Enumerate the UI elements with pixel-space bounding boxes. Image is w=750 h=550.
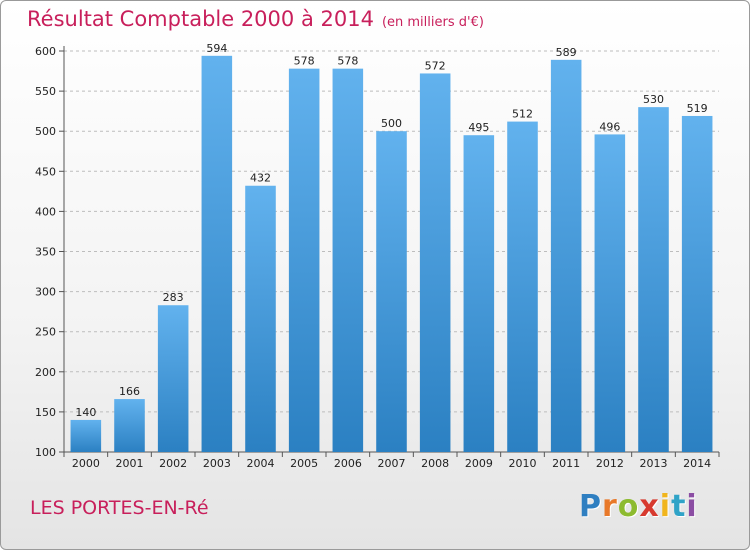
x-tick-label-2011: 2011 — [552, 457, 580, 470]
data-label-2009: 495 — [468, 121, 489, 134]
x-tick-label-2009: 2009 — [465, 457, 493, 470]
x-tick-label-2007: 2007 — [378, 457, 406, 470]
y-tick-label: 400 — [35, 205, 56, 218]
x-tick-label-2002: 2002 — [159, 457, 187, 470]
x-tick-label-2010: 2010 — [509, 457, 537, 470]
bars — [70, 55, 713, 453]
y-tick-label: 350 — [35, 246, 56, 259]
bar-2014 — [681, 115, 713, 452]
y-tick-label: 500 — [35, 125, 56, 138]
data-label-2003: 594 — [206, 42, 227, 55]
data-label-2004: 432 — [250, 172, 271, 185]
logo-letter: t — [671, 489, 687, 524]
data-label-2001: 166 — [119, 385, 140, 398]
chart-title: Résultat Comptable 2000 à 2014 (en millie… — [27, 7, 484, 31]
y-tick-label: 200 — [35, 366, 56, 379]
bar-2009 — [463, 135, 495, 452]
bar-2013 — [638, 107, 669, 452]
bar-2005 — [288, 68, 320, 453]
bar-2000 — [70, 419, 102, 452]
bar-2012 — [594, 134, 626, 452]
logo-letter: i — [686, 489, 698, 524]
x-tick-label-2004: 2004 — [247, 457, 275, 470]
chart-title-text: Résultat Comptable 2000 à 2014 — [27, 7, 374, 31]
bar-2007 — [376, 131, 407, 452]
proxiti-logo: Proxiti — [579, 489, 698, 524]
chart-subtitle: (en milliers d'€) — [381, 15, 484, 30]
x-tick-label-2014: 2014 — [683, 457, 711, 470]
y-tick-label: 250 — [35, 326, 56, 339]
x-tick-label-2000: 2000 — [72, 457, 100, 470]
x-tick-label-2013: 2013 — [640, 457, 668, 470]
bar-2010 — [507, 121, 538, 453]
logo-letter: r — [602, 489, 618, 524]
data-label-2014: 519 — [687, 102, 708, 115]
data-label-2005: 578 — [294, 55, 315, 68]
data-label-2013: 530 — [643, 93, 664, 106]
bar-2001 — [114, 399, 145, 452]
x-tick-label-2003: 2003 — [203, 457, 231, 470]
data-labels: 140 166 283 594 432 578 578 500 572 495 512 589 496 5… — [75, 42, 707, 419]
x-tick-label-2012: 2012 — [596, 457, 624, 470]
data-label-2012: 496 — [599, 120, 620, 133]
logo-letter: P — [579, 489, 602, 524]
data-label-2008: 572 — [425, 59, 446, 72]
y-tick-label: 100 — [35, 446, 56, 459]
bar-2002 — [157, 305, 189, 452]
bar-2006 — [332, 68, 364, 453]
x-tick-label-2001: 2001 — [116, 457, 144, 470]
data-label-2002: 283 — [163, 291, 184, 304]
x-tick-label-2005: 2005 — [290, 457, 318, 470]
bar-2008 — [419, 73, 451, 453]
logo-letter: o — [617, 489, 640, 524]
bar-2003 — [201, 55, 233, 452]
y-tick-label: 450 — [35, 165, 56, 178]
bar-2004 — [245, 185, 276, 452]
y-tick-label: 150 — [35, 406, 56, 419]
x-tick-label-2008: 2008 — [421, 457, 449, 470]
data-label-2010: 512 — [512, 108, 533, 121]
data-label-2000: 140 — [75, 406, 96, 419]
data-label-2006: 578 — [337, 55, 358, 68]
y-tick-label: 600 — [35, 45, 56, 58]
data-label-2007: 500 — [381, 117, 402, 130]
y-tick-label: 550 — [35, 85, 56, 98]
y-tick-label: 300 — [35, 286, 56, 299]
logo-letter: i — [659, 489, 672, 524]
bar-2011 — [550, 59, 582, 453]
x-tick-label-2006: 2006 — [334, 457, 362, 470]
place-name: LES PORTES-EN-Ré — [30, 497, 209, 519]
logo-letter: x — [639, 489, 660, 524]
data-label-2011: 589 — [556, 46, 577, 59]
